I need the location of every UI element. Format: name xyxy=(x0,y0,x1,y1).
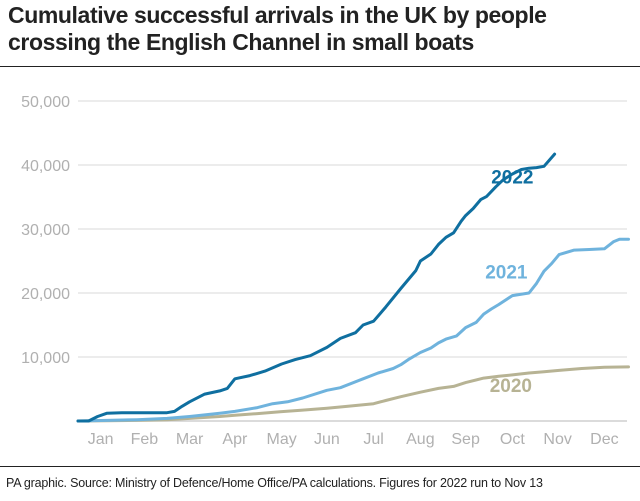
series-lines xyxy=(76,152,630,423)
y-tick-label: 50,000 xyxy=(21,94,70,111)
source-footnote: PA graphic. Source: Ministry of Defence/… xyxy=(6,476,543,490)
x-tick-label: Jun xyxy=(314,431,340,448)
x-tick-label: Dec xyxy=(590,431,618,448)
title-divider xyxy=(0,66,640,67)
line-chart: 10,000 20,000 30,000 40,000 50,000 Jan Feb Mar… xyxy=(21,94,630,448)
footer-divider xyxy=(0,466,640,467)
x-tick-label: May xyxy=(266,431,296,448)
y-tick-label: 10,000 xyxy=(21,350,70,367)
x-tick-label: Mar xyxy=(176,431,204,448)
x-tick-label: Nov xyxy=(543,431,571,448)
x-tick-label: Oct xyxy=(500,431,525,448)
series-line-2022 xyxy=(76,152,557,423)
y-tick-label: 40,000 xyxy=(21,158,70,175)
y-axis-ticks: 10,000 20,000 30,000 40,000 50,000 xyxy=(21,94,70,367)
series-labels: 2020 2021 2022 xyxy=(485,168,533,398)
chart-title: Cumulative successful arrivals in the UK… xyxy=(8,2,547,55)
series-label-2020: 2020 xyxy=(490,376,532,397)
x-tick-label: Jan xyxy=(88,431,114,448)
series-label-2022: 2022 xyxy=(491,168,533,189)
x-tick-label: Apr xyxy=(222,431,248,448)
series-label-2021: 2021 xyxy=(485,262,528,283)
x-tick-label: Feb xyxy=(131,431,159,448)
series-line-2020 xyxy=(76,365,630,423)
x-tick-label: Sep xyxy=(451,431,480,448)
x-axis-ticks: Jan Feb Mar Apr May Jun Jul Aug Sep Oct Nov Dec xyxy=(88,431,619,448)
y-tick-label: 30,000 xyxy=(21,222,70,239)
series-line-2021 xyxy=(76,237,630,423)
x-tick-label: Jul xyxy=(363,431,383,448)
x-tick-label: Aug xyxy=(406,431,434,448)
y-tick-label: 20,000 xyxy=(21,286,70,303)
